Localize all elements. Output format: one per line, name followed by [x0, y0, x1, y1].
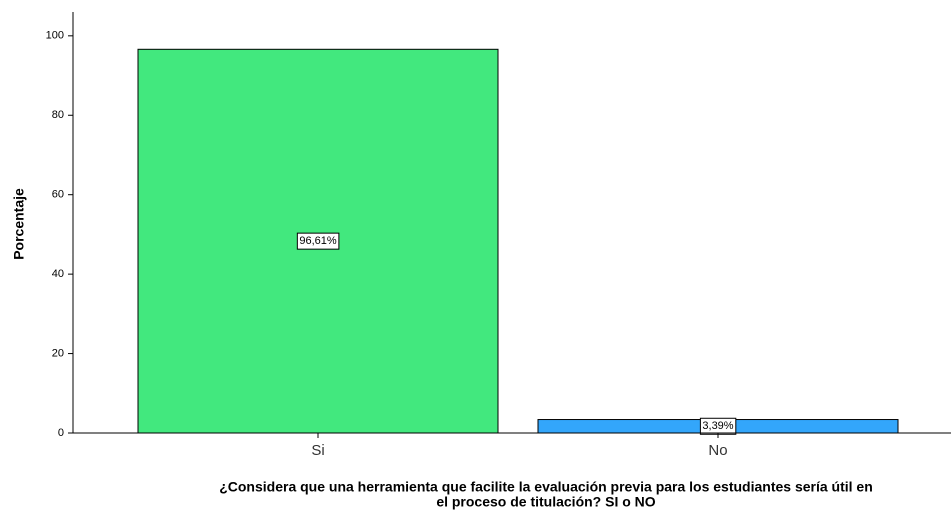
value-label-group: 96,61% [296, 232, 340, 250]
x-axis-title: el proceso de titulación? SI o NO [436, 494, 655, 510]
x-axis-title: ¿Considera que una herramienta que facil… [219, 479, 873, 495]
y-tick-label: 40 [52, 268, 64, 280]
value-label: 3,39% [702, 420, 733, 432]
y-tick-label: 60 [52, 189, 64, 201]
value-label: 96,61% [299, 235, 337, 247]
y-axis-title: Porcentaje [11, 188, 27, 260]
y-tick-label: 100 [46, 30, 64, 42]
value-label-box [296, 232, 340, 250]
y-tick-label: 20 [52, 347, 64, 359]
y-tick-label: 80 [52, 109, 64, 121]
x-tick-label: Si [311, 442, 324, 459]
y-tick-label: 0 [58, 427, 64, 439]
x-tick-label: No [708, 442, 727, 459]
value-label-group: 3,39% [699, 417, 737, 435]
